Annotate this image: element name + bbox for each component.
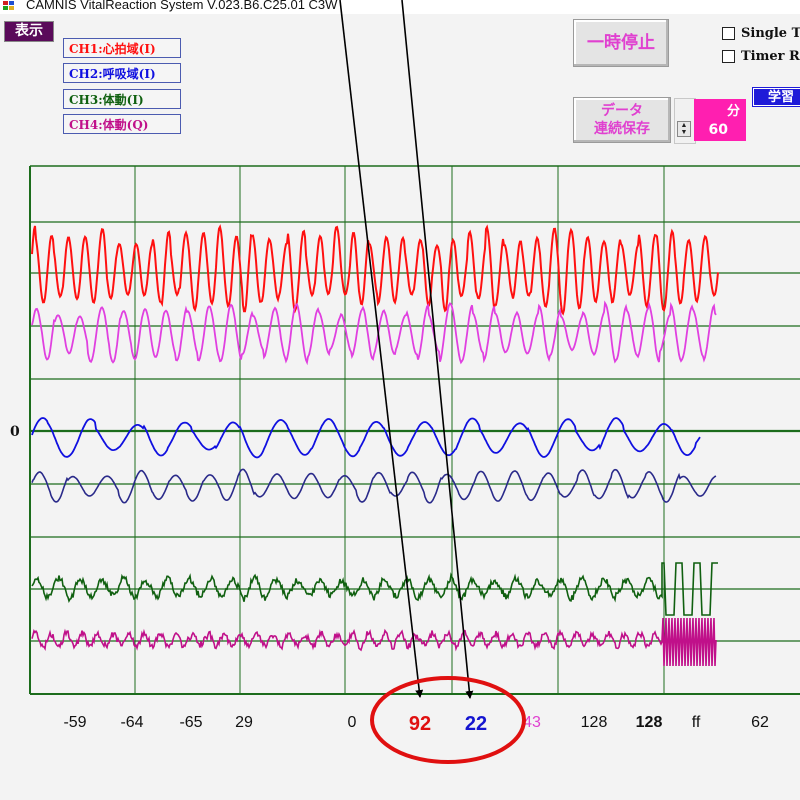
interval-spinner[interactable]: ▲ ▼	[674, 98, 696, 144]
timer-checkbox[interactable]: Timer Re	[722, 49, 800, 64]
readout-value: 128	[580, 714, 608, 731]
checkbox-icon[interactable]	[722, 27, 735, 40]
spinner-arrows-icon[interactable]: ▲ ▼	[677, 121, 691, 137]
readout-value: 62	[751, 714, 769, 731]
save-label-line1: データ	[601, 103, 643, 119]
readout-value: 43	[523, 714, 541, 731]
continuous-save-button[interactable]: データ 連続保存	[573, 97, 671, 143]
save-label-line2: 連続保存	[594, 121, 650, 137]
zero-label: 0	[10, 424, 20, 440]
single-trigger-label: Single Tr	[741, 26, 800, 41]
readout-value: 128	[635, 714, 663, 731]
checkbox-icon[interactable]	[722, 50, 735, 63]
timer-label: Timer Re	[741, 49, 800, 64]
readout-value: -64	[120, 714, 144, 731]
readout-value: 29	[235, 714, 253, 731]
ch2-waveform	[31, 417, 701, 459]
interval-value: 60	[708, 122, 728, 138]
interval-display: 分 60	[694, 99, 746, 141]
display-menu-button[interactable]: 表示	[4, 21, 54, 42]
ch1-label[interactable]: CH1:心拍域(I)	[63, 38, 181, 58]
learn-button[interactable]: 学習	[752, 87, 800, 107]
readout-value: 0	[347, 714, 357, 731]
ch3-label[interactable]: CH3:体動(I)	[63, 89, 181, 109]
readout-value: -65	[179, 714, 203, 731]
readout-value: 92	[408, 713, 432, 735]
ch2-label[interactable]: CH2:呼吸域(I)	[63, 63, 181, 83]
readout-value: 22	[464, 713, 488, 735]
single-trigger-checkbox[interactable]: Single Tr	[722, 26, 800, 41]
ch4-label[interactable]: CH4:体動(Q)	[63, 114, 181, 134]
window-title: CAMNIS VitalReaction System V.023.B6.C25…	[26, 0, 338, 12]
pause-button[interactable]: 一時停止	[573, 19, 669, 67]
interval-unit: 分	[726, 104, 740, 119]
app-icon	[3, 1, 15, 12]
readout-value: ff	[691, 714, 701, 731]
readout-value: -59	[63, 714, 87, 731]
